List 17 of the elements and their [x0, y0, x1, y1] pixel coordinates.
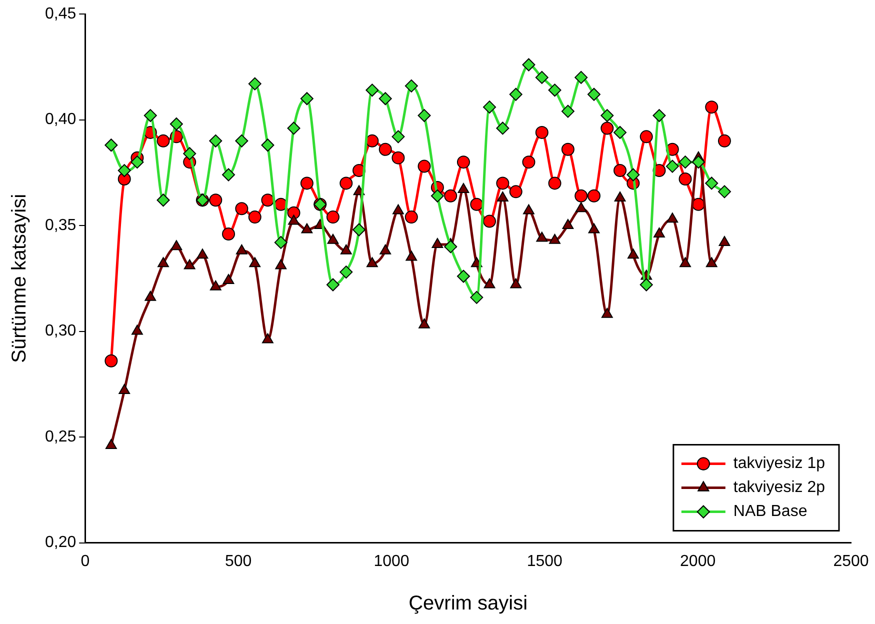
x-tick-label: 2500 [833, 552, 869, 570]
legend-label: takviyesiz 2p [733, 479, 826, 496]
y-tick-label: 0,25 [45, 428, 76, 446]
y-tick-label: 0,20 [45, 534, 76, 552]
legend-label: takviyesiz 1p [733, 455, 826, 472]
y-tick-label: 0,40 [45, 111, 76, 128]
y-tick-label: 0,35 [45, 216, 76, 234]
x-tick-label: 1000 [374, 552, 410, 570]
x-tick-label: 0 [80, 552, 90, 570]
x-tick-label: 2000 [680, 552, 716, 570]
x-axis-title: Çevrim sayisi [408, 592, 528, 615]
y-tick-label: 0,45 [45, 5, 76, 22]
y-axis-title: Sürtünme katsayisi [8, 194, 31, 363]
y-tick-label: 0,30 [45, 322, 76, 340]
x-tick-label: 500 [224, 552, 252, 570]
x-tick-label: 1500 [526, 552, 563, 570]
legend-label: NAB Base [733, 503, 808, 520]
